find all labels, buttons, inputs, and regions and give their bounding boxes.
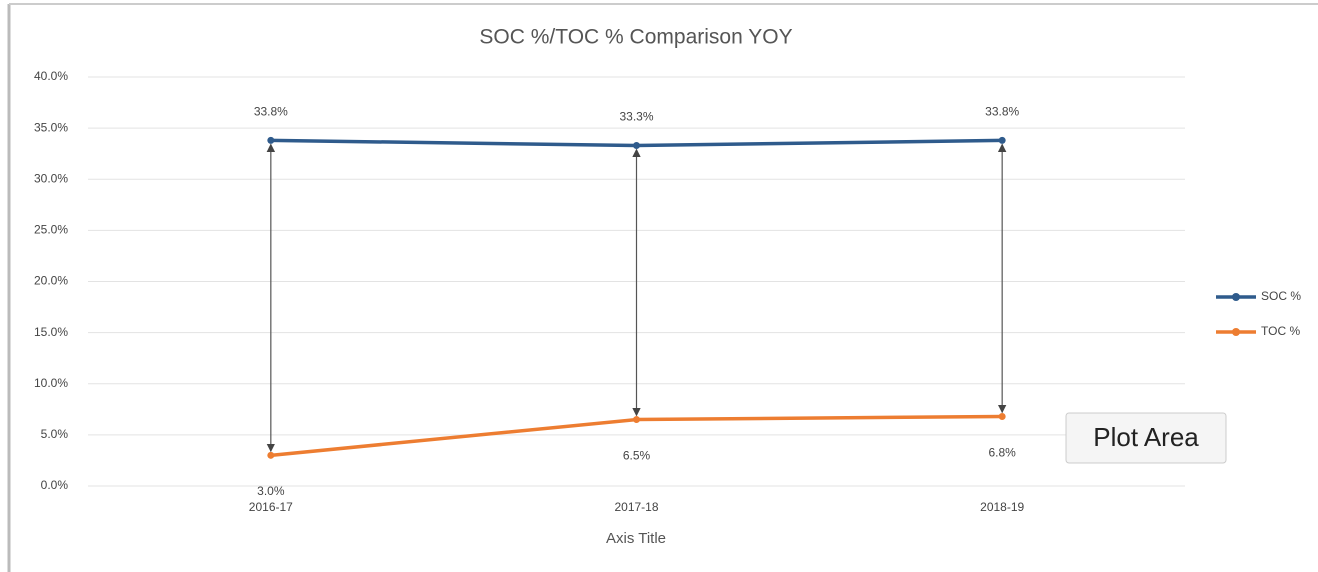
point <box>998 136 1006 144</box>
y-tick-label: 20.0% <box>34 274 68 288</box>
chart-title: SOC %/TOC % Comparison YOY <box>479 26 792 49</box>
point <box>633 142 640 150</box>
legend-marker <box>1232 328 1240 336</box>
y-tick-label: 25.0% <box>34 223 68 237</box>
y-tick-label: 40.0% <box>34 69 68 83</box>
legend-label: SOC % <box>1261 289 1301 303</box>
x-tick-label: 2017-18 <box>614 500 658 514</box>
tooltip-box <box>1065 412 1227 464</box>
point <box>633 416 640 424</box>
data-label: 33.8% <box>985 105 1019 119</box>
y-tick-label: 30.0% <box>34 171 68 185</box>
y-tick-label: 0.0% <box>41 478 69 492</box>
data-label: 33.3% <box>619 110 653 124</box>
legend-label: TOC % <box>1261 324 1300 338</box>
legend-marker <box>1232 293 1240 301</box>
point <box>998 412 1006 420</box>
y-tick-label: 5.0% <box>41 427 69 441</box>
y-tick-label: 15.0% <box>34 325 68 339</box>
data-label: 33.8% <box>254 105 288 119</box>
point <box>267 451 275 459</box>
x-axis-title: Axis Title <box>606 530 666 547</box>
tooltip: Plot Area <box>1093 422 1199 452</box>
x-tick-label: 2018-19 <box>980 500 1024 514</box>
x-tick-label: 2016-17 <box>249 500 293 514</box>
point <box>267 136 275 144</box>
data-label: 6.5% <box>623 449 651 463</box>
y-tick-label: 35.0% <box>34 120 68 134</box>
data-label: 6.8% <box>988 446 1016 460</box>
y-tick-label: 10.0% <box>34 376 68 390</box>
data-label: 3.0% <box>257 484 285 498</box>
